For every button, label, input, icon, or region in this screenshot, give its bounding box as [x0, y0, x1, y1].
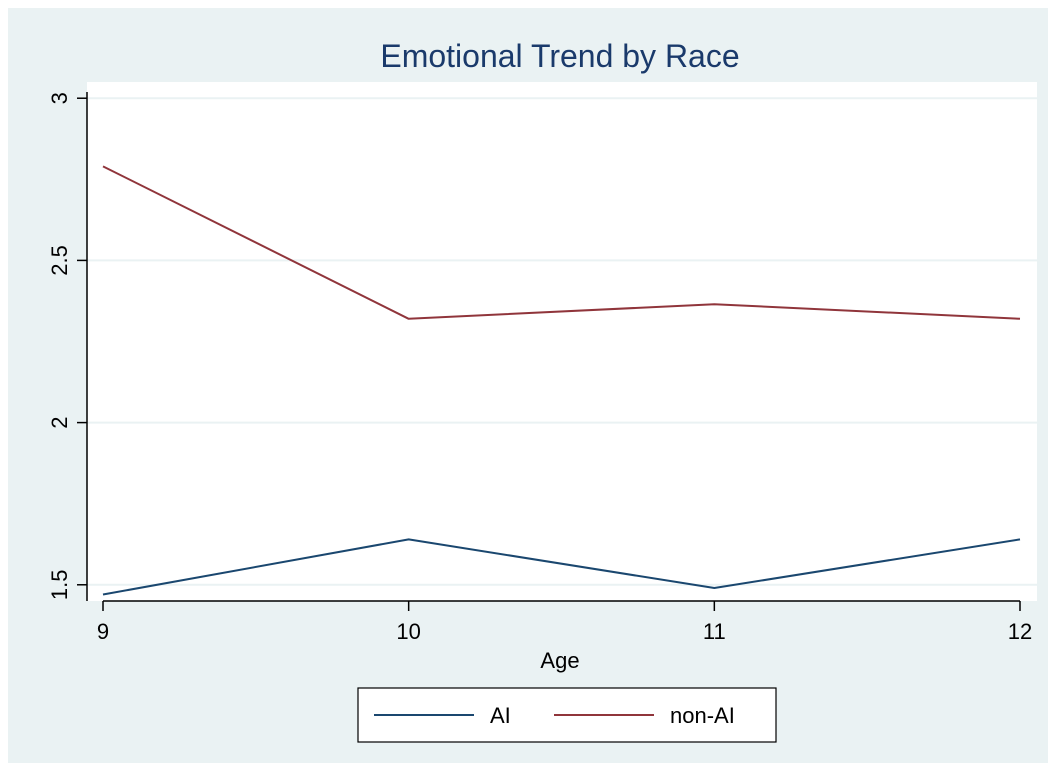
x-axis-label: Age	[540, 648, 579, 673]
x-tick-label: 10	[396, 619, 420, 644]
x-axis: 9 10 11 12	[97, 600, 1032, 644]
legend: AI non-AI	[357, 687, 777, 743]
series-lines	[102, 165, 1021, 596]
y-tick-label: 3	[47, 92, 72, 104]
plot-area	[87, 82, 1037, 601]
gridlines	[87, 97, 1037, 586]
legend-label: non-AI	[670, 703, 735, 728]
chart-title: Emotional Trend by Race	[380, 38, 739, 74]
y-axis: 1.5 2 2.5 3	[47, 92, 88, 601]
y-tick-label: 1.5	[47, 569, 72, 600]
legend-label: AI	[490, 703, 511, 728]
series-line-non-ai	[102, 165, 1021, 320]
y-tick-label: 2	[47, 416, 72, 428]
x-tick-label: 12	[1008, 619, 1032, 644]
x-tick-label: 11	[703, 619, 726, 644]
y-tick-label: 2.5	[47, 245, 72, 276]
x-tick-label: 9	[97, 619, 109, 644]
series-line-ai	[102, 538, 1021, 596]
